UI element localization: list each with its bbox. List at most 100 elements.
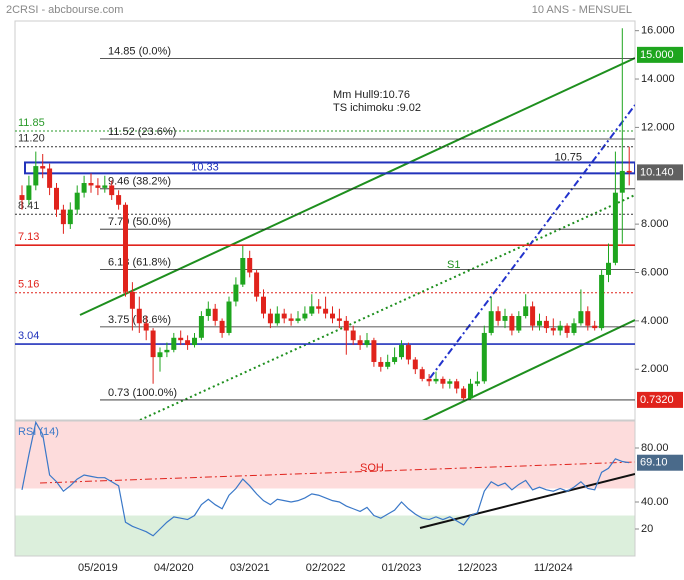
candle-body	[281, 313, 287, 319]
fib-label: 6.13 (61.8%)	[108, 256, 171, 268]
candle-body	[109, 185, 115, 196]
trend-label: S1	[447, 259, 460, 271]
candle-body	[578, 311, 584, 324]
candle-body	[40, 166, 46, 169]
rsi-tick-label: 40.00	[641, 496, 669, 508]
candle-body	[302, 313, 308, 319]
candle-body	[330, 313, 335, 319]
rsi-lines	[39, 461, 635, 529]
candle-body	[171, 337, 177, 350]
candle-body	[385, 361, 391, 367]
fib-label: 14.85 (0.0%)	[108, 45, 171, 57]
price-label-box	[637, 46, 683, 63]
channel-lower	[421, 319, 635, 420]
candle-body	[516, 316, 522, 331]
x-tick-label: 05/2019	[78, 562, 118, 574]
candle-body	[399, 345, 404, 358]
level-label: 8.41	[18, 200, 39, 212]
candle-body	[343, 320, 349, 331]
rsi-last-label: 69.10	[640, 457, 668, 469]
levels	[15, 58, 635, 401]
candle-body	[267, 313, 273, 324]
candle-body	[102, 185, 108, 188]
candle-body	[599, 274, 605, 329]
candle-body	[198, 316, 204, 338]
x-tick-label: 11/2024	[534, 562, 573, 574]
candle-body	[157, 352, 163, 358]
candle-body	[185, 340, 191, 346]
candle-body	[378, 361, 384, 367]
fib-label: 11.52 (23.6%)	[108, 126, 176, 138]
candle-body	[454, 381, 460, 389]
candle-body	[205, 308, 211, 317]
candle-body	[129, 291, 135, 309]
x-tick-label: 12/2023	[458, 562, 498, 574]
candle-body	[143, 323, 149, 331]
fib-label: 9.46 (38.2%)	[108, 176, 171, 188]
candle-body	[405, 345, 411, 360]
candle-body	[164, 349, 170, 353]
candle-body	[468, 383, 473, 399]
candle-body	[233, 284, 239, 302]
candle-body	[571, 323, 577, 333]
y-tick-label: 12.000	[641, 121, 675, 133]
candle-body	[350, 330, 356, 341]
rsi-zone	[15, 515, 635, 556]
price-label-box	[637, 164, 683, 181]
candle-body	[592, 325, 598, 329]
candle-body	[192, 337, 197, 346]
candle-body	[274, 313, 280, 324]
candle-body	[178, 337, 184, 341]
y-tick-label: 8.000	[641, 218, 669, 230]
candle-body	[537, 320, 542, 326]
candle-body	[47, 168, 53, 188]
y-tick-label: 6.000	[641, 266, 669, 278]
candle-body	[495, 311, 501, 321]
price-panel	[14, 20, 636, 421]
rsi-last-box	[637, 454, 683, 471]
price-label: 0.7320	[640, 394, 674, 406]
candle-body	[261, 296, 266, 314]
trend-blue	[429, 104, 635, 379]
level-label: 11.85	[18, 117, 45, 129]
candle-body	[419, 369, 425, 379]
candle-body	[481, 332, 487, 382]
candle-body	[74, 192, 80, 210]
x-tick-label: 02/2022	[306, 562, 346, 574]
candle-body	[392, 357, 398, 362]
candle-body	[295, 318, 301, 321]
soh-label: SOH	[360, 462, 384, 474]
candle-body	[440, 378, 446, 384]
rsi-tick-label: 80.00	[641, 442, 669, 454]
soh-line	[39, 461, 635, 484]
candle-body	[247, 257, 253, 273]
annotation: 10.75	[554, 152, 582, 164]
price-label: 10.140	[640, 166, 674, 178]
candle-body	[81, 183, 87, 193]
channel-upper	[79, 57, 635, 316]
candle-body	[150, 330, 156, 358]
source-title: 2CRSI - abcbourse.com	[6, 4, 123, 16]
candles	[19, 28, 632, 400]
price-label: 15.000	[640, 49, 674, 61]
candle-body	[26, 185, 32, 200]
level-label: 7.13	[18, 231, 39, 243]
candle-body	[336, 318, 342, 321]
x-tick-label: 03/2021	[230, 562, 270, 574]
rsi-panel	[14, 420, 636, 557]
support-s1	[139, 194, 635, 420]
candle-body	[123, 204, 128, 292]
rsi-line	[21, 421, 630, 537]
candle-body	[412, 359, 418, 370]
candle-body	[116, 195, 122, 205]
candle-body	[136, 308, 142, 324]
trend-lines	[79, 57, 635, 420]
candle-body	[95, 185, 101, 188]
candle-body	[288, 318, 294, 321]
candle-body	[530, 306, 536, 326]
candle-body	[426, 378, 432, 382]
candle-body	[88, 183, 94, 186]
candle-body	[364, 340, 370, 346]
zone-label: 10.33	[191, 162, 219, 174]
